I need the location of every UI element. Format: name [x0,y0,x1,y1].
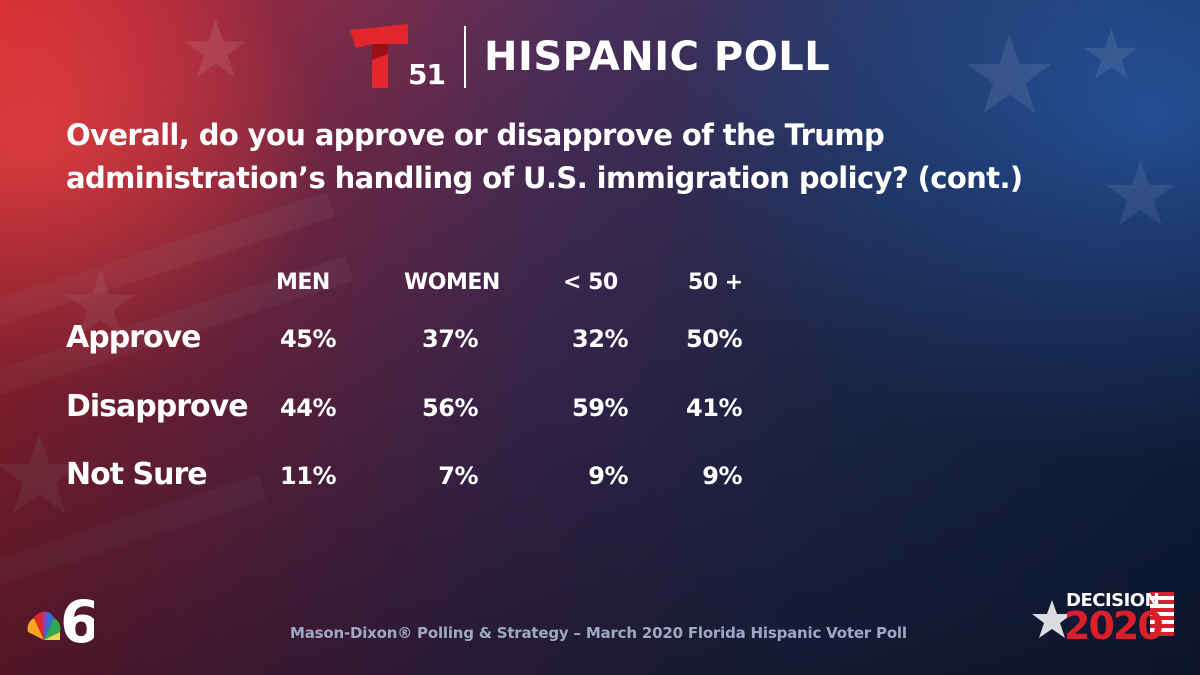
column-header-men: MEN [276,270,330,295]
row-label-disapprove: Disapprove [66,389,249,424]
table-cell: 11% [280,462,336,490]
table-cell: 41% [686,394,742,422]
decision-word: DECISION [1066,590,1160,611]
telemundo-logo: 51 [350,24,450,91]
header-divider [464,26,466,88]
table-cell: 44% [280,394,336,422]
table-cell: 56% [422,394,478,422]
table-cell: 50% [686,325,742,353]
table-cell: 45% [280,325,336,353]
row-label-approve: Approve [66,320,201,355]
table-cell: 9% [702,462,742,490]
decision-year: 2020 [1064,604,1164,648]
table-cell: 59% [572,394,628,422]
source-footer: Mason-Dixon® Polling & Strategy – March … [290,624,907,642]
peacock-icon: 6 [27,588,100,656]
nbc6-logo: 6 [22,588,100,656]
nbc-channel-number: 6 [60,588,94,648]
row-label-not-sure: Not Sure [66,457,208,492]
brand-title: HISPANIC POLL [484,34,831,80]
table-cell: 37% [422,325,478,353]
table-cell: 9% [588,462,628,490]
decision-flag-graphic [1032,592,1174,638]
table-cell: 7% [438,462,478,490]
poll-question: Overall, do you approve or disapprove of… [66,118,1023,195]
column-header-50-plus: 50 + [688,270,743,295]
header: 51 HISPANIC POLL [350,24,831,91]
logo-channel-number: 51 [408,58,446,91]
column-header-under-50: < 50 [563,270,618,295]
column-header-women: WOMEN [404,270,500,295]
decision-2020-logo: DECISION 2020 [1032,586,1180,648]
table-cell: 32% [572,325,628,353]
telemundo-t-icon [350,24,408,88]
